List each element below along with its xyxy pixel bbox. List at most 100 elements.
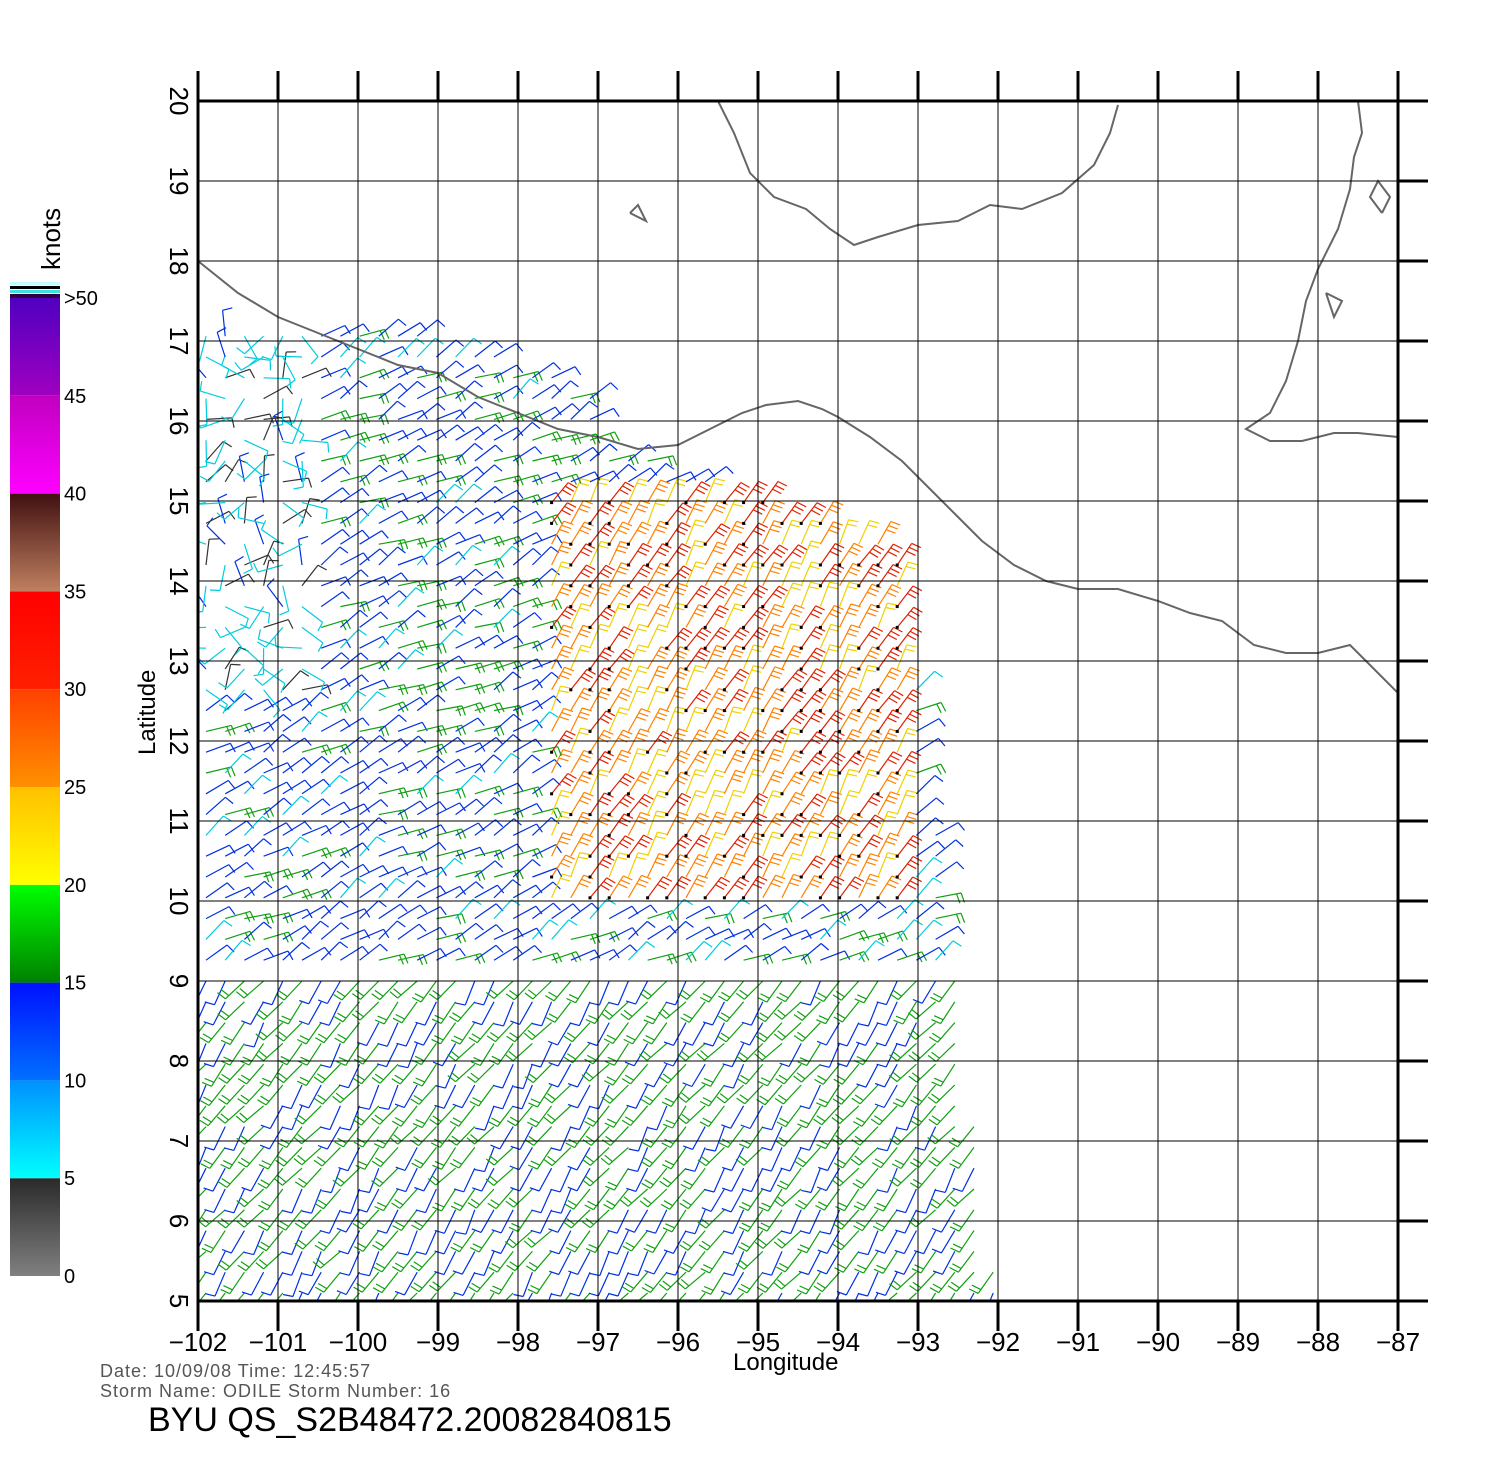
wind-barb — [244, 460, 266, 487]
wind-barb — [397, 828, 428, 840]
wind-barb — [474, 754, 502, 774]
wind-barb — [509, 1147, 533, 1171]
wind-barb — [896, 811, 919, 836]
wind-barb — [474, 444, 504, 462]
wind-barb — [205, 944, 235, 961]
wind-barb — [244, 1022, 265, 1048]
wind-barb — [525, 1126, 553, 1146]
wind-barb — [915, 775, 944, 795]
wind-barb — [378, 714, 407, 732]
wind-barb — [589, 583, 612, 607]
wind-barb — [756, 1001, 783, 1023]
wind-barb — [839, 666, 862, 691]
wind-barb — [218, 668, 245, 689]
wind-barb — [761, 480, 788, 505]
wind-barb — [604, 1292, 610, 1301]
wind-barb — [550, 502, 577, 525]
wind-barb — [604, 1105, 629, 1128]
wind-barb — [564, 1188, 591, 1210]
wind-barb — [839, 768, 859, 795]
wind-barb — [608, 852, 629, 878]
wind-barb — [512, 1084, 533, 1110]
wind-barb — [532, 406, 562, 420]
wind-barb — [450, 1022, 476, 1045]
wind-barb — [455, 426, 485, 441]
wind-barb — [623, 1022, 649, 1045]
wind-barb — [776, 1251, 802, 1273]
wind-barb — [914, 1126, 937, 1151]
wind-barb — [567, 1167, 591, 1192]
wind-barb — [474, 535, 505, 547]
wind-barb — [773, 1188, 802, 1207]
wind-barb — [436, 828, 467, 840]
wind-barb — [320, 324, 351, 337]
wind-barb — [721, 1167, 745, 1192]
wind-barb — [415, 1001, 437, 1026]
wind-barb — [647, 810, 667, 836]
wind-barb — [373, 1126, 399, 1149]
wind-barb — [263, 385, 293, 400]
wind-barb — [297, 1063, 322, 1087]
wind-barb — [704, 466, 734, 483]
lat-tick-label: 19 — [164, 167, 194, 196]
wind-barb — [949, 1209, 975, 1232]
wind-barb — [320, 880, 350, 899]
wind-barb — [704, 478, 726, 503]
wind-barb — [320, 1105, 341, 1131]
lon-tick-label: −101 — [249, 1327, 308, 1357]
lon-tick-label: −94 — [816, 1327, 860, 1357]
wind-barb — [412, 1063, 437, 1087]
wind-barb — [485, 980, 514, 999]
wind-barb — [244, 757, 274, 774]
wind-barb — [505, 980, 533, 1001]
colorbar-band — [10, 787, 60, 885]
wind-barb — [623, 1292, 648, 1301]
wind-barb — [334, 1292, 341, 1301]
wind-barb — [244, 921, 272, 940]
wind-barb — [816, 1251, 841, 1275]
wind-barb — [378, 539, 409, 551]
wind-barb — [626, 1084, 649, 1109]
wind-barb — [762, 666, 785, 691]
longitude-ticks: −102 −101 −100 −99 −98 −97 −96 −95 −94 −93 −92 −91 −… — [169, 71, 1420, 1357]
wind-barb — [666, 728, 688, 753]
wind-barb — [301, 798, 331, 816]
wind-barb — [647, 685, 668, 711]
wind-barb — [677, 1084, 706, 1103]
wind-barb — [259, 1126, 284, 1150]
wind-barb — [585, 1001, 610, 1025]
wind-barb — [320, 466, 351, 483]
wind-barb — [414, 1167, 437, 1192]
wind-barb — [628, 904, 658, 920]
wind-barb — [493, 713, 522, 732]
wind-barb — [396, 1167, 418, 1193]
wind-barb — [622, 1230, 649, 1252]
wind-barb — [876, 564, 903, 588]
wind-barb — [927, 1084, 956, 1104]
wind-barb — [416, 801, 447, 816]
wind-barb — [395, 1147, 418, 1171]
wind-barb — [224, 780, 255, 795]
wind-barb — [551, 873, 573, 899]
wind-barb — [474, 486, 504, 504]
wind-barb — [551, 645, 574, 670]
wind-barb — [376, 1043, 399, 1068]
wind-barb — [857, 1271, 879, 1297]
wind-barb — [455, 588, 483, 608]
wind-barb — [639, 1042, 668, 1061]
wind-barb — [723, 1251, 745, 1276]
wind-barb — [493, 545, 521, 566]
wind-barb — [338, 1063, 361, 1089]
wind-barb — [391, 1292, 399, 1301]
wind-barb — [701, 1271, 725, 1295]
wind-barb — [243, 838, 272, 857]
wind-barb — [524, 980, 553, 1000]
wind-barb — [320, 756, 350, 774]
wind-barb — [203, 1043, 226, 1068]
wind-barb — [857, 626, 884, 650]
wind-barb — [742, 875, 768, 900]
wind-barb — [281, 1084, 303, 1110]
wind-barb — [734, 1292, 745, 1301]
wind-barb — [799, 812, 825, 837]
wind-barb — [244, 721, 275, 732]
